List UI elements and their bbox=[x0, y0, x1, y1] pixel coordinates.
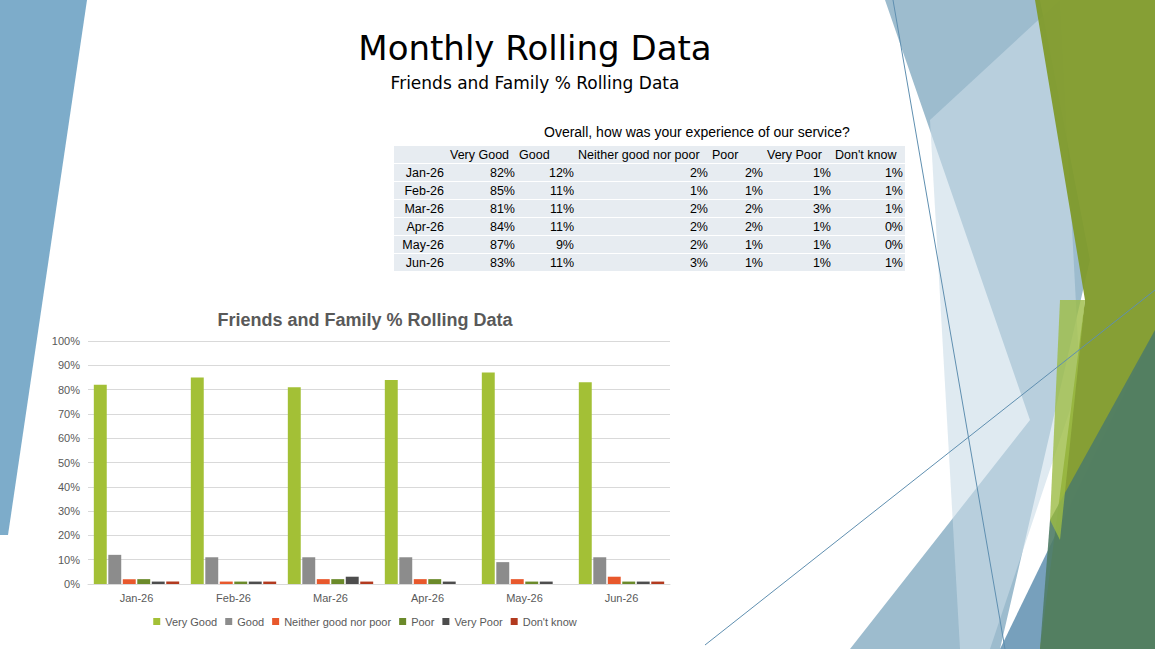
html-text:83%: 83% bbox=[490, 255, 515, 270]
html-text:Good: Good bbox=[519, 147, 550, 162]
html-text:1%: 1% bbox=[812, 237, 831, 252]
html-text:Poor: Poor bbox=[712, 147, 739, 162]
html-text:11%: 11% bbox=[549, 201, 574, 216]
html-text:11%: 11% bbox=[549, 255, 574, 270]
svg-text:100%: 100% bbox=[52, 335, 80, 347]
html-text:1%: 1% bbox=[812, 183, 831, 198]
svg-text:May-26: May-26 bbox=[506, 592, 543, 604]
html-text:84%: 84% bbox=[490, 219, 515, 234]
svg-text:Jan-26: Jan-26 bbox=[120, 592, 154, 604]
html-text:1%: 1% bbox=[812, 219, 831, 234]
html-text:81%: 81% bbox=[490, 201, 515, 216]
svg-text:Don't know: Don't know bbox=[523, 616, 577, 628]
html-text:0%: 0% bbox=[884, 237, 903, 252]
svg-text:20%: 20% bbox=[58, 529, 80, 541]
svg-text:80%: 80% bbox=[58, 384, 80, 396]
html-text:1%: 1% bbox=[884, 201, 903, 216]
html-text:2%: 2% bbox=[744, 201, 763, 216]
html-text:May-26: May-26 bbox=[402, 237, 444, 252]
html-text:Jan-26: Jan-26 bbox=[405, 165, 444, 180]
html-text:Very Good: Very Good bbox=[450, 147, 510, 162]
html-text:1%: 1% bbox=[884, 183, 903, 198]
html-text:2%: 2% bbox=[689, 237, 708, 252]
svg-text:60%: 60% bbox=[58, 432, 80, 444]
html-text:3%: 3% bbox=[689, 255, 708, 270]
html-text:1%: 1% bbox=[812, 255, 831, 270]
svg-text:50%: 50% bbox=[58, 457, 80, 469]
svg-text:Very Good: Very Good bbox=[165, 616, 217, 628]
html-text:Don't know: Don't know bbox=[835, 147, 897, 162]
html-text:Mar-26: Mar-26 bbox=[404, 201, 444, 216]
svg-text:10%: 10% bbox=[58, 554, 80, 566]
html-text:Feb-26: Feb-26 bbox=[404, 183, 444, 198]
svg-text:Apr-26: Apr-26 bbox=[411, 592, 444, 604]
html-text:1%: 1% bbox=[884, 165, 903, 180]
html-text:87%: 87% bbox=[490, 237, 515, 252]
svg-text:Neither good nor poor: Neither good nor poor bbox=[284, 616, 391, 628]
html-text:1%: 1% bbox=[744, 183, 763, 198]
html-text:82%: 82% bbox=[490, 165, 515, 180]
html-text:Apr-26: Apr-26 bbox=[406, 219, 444, 234]
html-text:11%: 11% bbox=[549, 183, 574, 198]
html-text:0%: 0% bbox=[884, 219, 903, 234]
html-text:Friends and Family % Rolling D: Friends and Family % Rolling Data bbox=[390, 73, 680, 93]
svg-text:30%: 30% bbox=[58, 505, 80, 517]
html-text:11%: 11% bbox=[549, 219, 574, 234]
html-text:2%: 2% bbox=[744, 165, 763, 180]
svg-text:Jun-26: Jun-26 bbox=[605, 592, 639, 604]
html-text:9%: 9% bbox=[555, 237, 574, 252]
html-text:2%: 2% bbox=[689, 219, 708, 234]
svg-text:Feb-26: Feb-26 bbox=[216, 592, 251, 604]
html-text:Jun-26: Jun-26 bbox=[405, 255, 444, 270]
html-text:1%: 1% bbox=[689, 183, 708, 198]
html-text:2%: 2% bbox=[689, 165, 708, 180]
html-text:Monthly Rolling Data: Monthly Rolling Data bbox=[358, 28, 712, 68]
html-text:12%: 12% bbox=[549, 165, 574, 180]
html-text:Neither good nor poor: Neither good nor poor bbox=[578, 147, 700, 162]
svg-text:Poor: Poor bbox=[411, 616, 435, 628]
html-text:85%: 85% bbox=[490, 183, 515, 198]
html-text:1%: 1% bbox=[744, 237, 763, 252]
html-text:1%: 1% bbox=[812, 165, 831, 180]
html-text:3%: 3% bbox=[812, 201, 831, 216]
html-text:1%: 1% bbox=[884, 255, 903, 270]
svg-text:0%: 0% bbox=[64, 578, 80, 590]
html-text:1%: 1% bbox=[744, 255, 763, 270]
svg-text:Mar-26: Mar-26 bbox=[313, 592, 348, 604]
html-text:2%: 2% bbox=[744, 219, 763, 234]
svg-text:70%: 70% bbox=[58, 408, 80, 420]
svg-text:Very Poor: Very Poor bbox=[454, 616, 503, 628]
html-text:2%: 2% bbox=[689, 201, 708, 216]
svg-text:Friends and Family % Rolling D: Friends and Family % Rolling Data bbox=[217, 310, 513, 330]
html-text:Very Poor: Very Poor bbox=[767, 147, 822, 162]
svg-text:90%: 90% bbox=[58, 359, 80, 371]
html-text:Overall, how was your experien: Overall, how was your experience of our … bbox=[544, 124, 850, 140]
svg-text:Good: Good bbox=[237, 616, 264, 628]
svg-text:40%: 40% bbox=[58, 481, 80, 493]
